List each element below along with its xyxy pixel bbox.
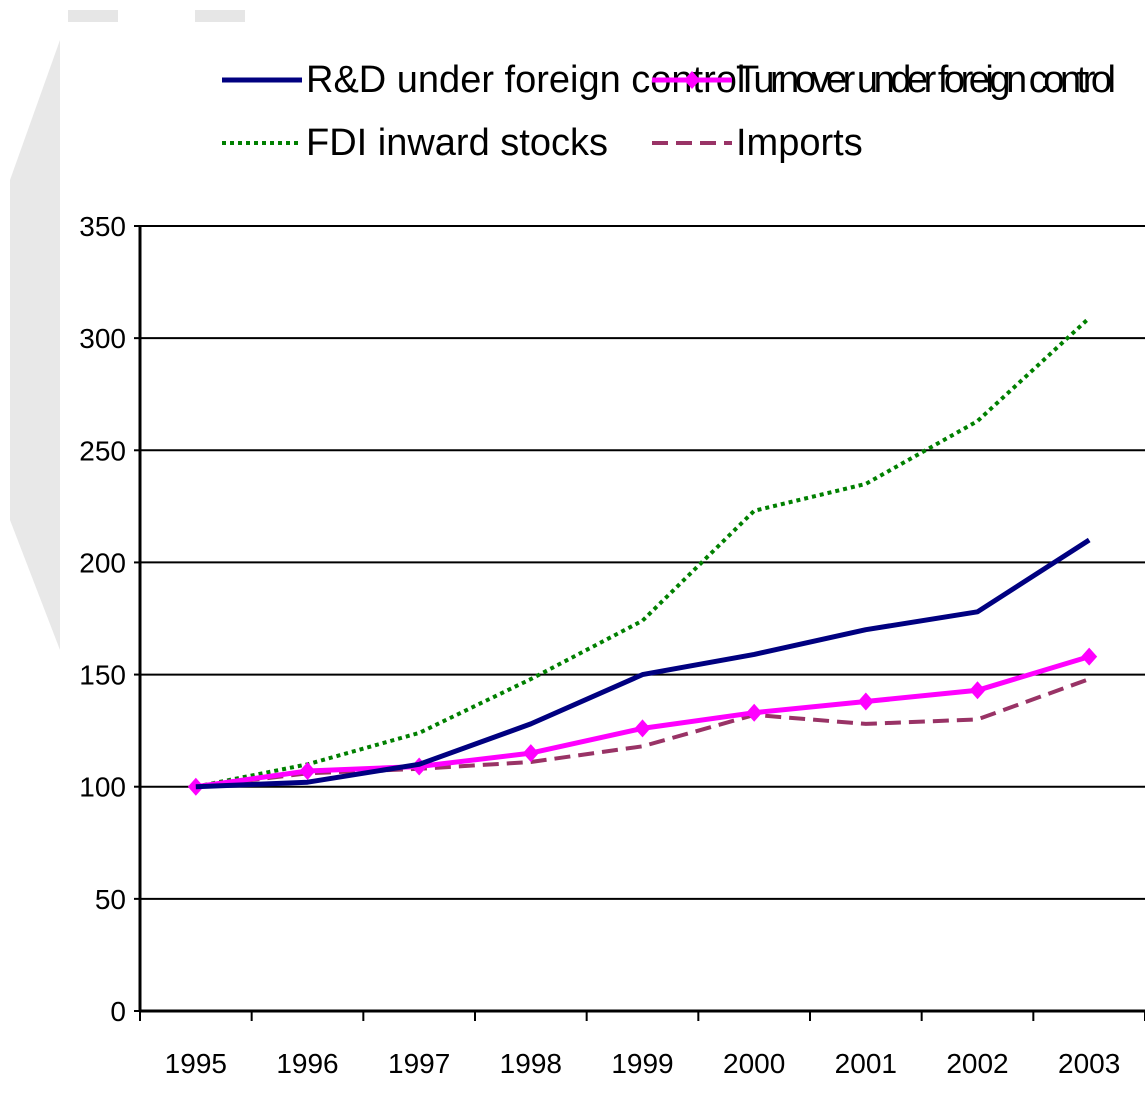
series-lines — [187, 316, 1098, 796]
series-marker — [1081, 647, 1098, 666]
series-marker — [522, 744, 539, 763]
x-tick-label: 1997 — [388, 1048, 450, 1079]
legend-item-2: FDI inward stocks — [222, 122, 608, 164]
axes — [138, 226, 1145, 1013]
series-marker — [746, 703, 763, 722]
x-tick-label: 1998 — [500, 1048, 562, 1079]
series-marker — [969, 681, 986, 700]
y-tick-label: 0 — [110, 996, 126, 1027]
legend-item-3: Imports — [652, 122, 863, 164]
legend-item-1: Turnover under foreign control — [652, 59, 1116, 101]
y-tick-label: 250 — [79, 435, 126, 466]
series-line-0 — [195, 537, 1091, 790]
series-line-2 — [195, 316, 1091, 789]
legend-marker — [684, 71, 700, 89]
y-tick-label: 300 — [79, 323, 126, 354]
x-tick-label: 1995 — [165, 1048, 227, 1079]
x-tick-label: 2000 — [723, 1048, 785, 1079]
legend-label: Imports — [736, 122, 863, 164]
y-tick-label: 50 — [95, 884, 126, 915]
series-marker — [857, 692, 874, 711]
y-tick-label: 150 — [79, 660, 126, 691]
y-tick-label: 200 — [79, 547, 126, 578]
x-tick-label: 1996 — [276, 1048, 338, 1079]
y-axis-ticks: 0 50 100 150 200 250 300 350 — [79, 211, 140, 1027]
background-decoration — [10, 10, 245, 650]
y-tick-label: 350 — [79, 211, 126, 242]
y-tick-label: 100 — [79, 772, 126, 803]
x-tick-label: 1999 — [611, 1048, 673, 1079]
x-axis-ticks: 1995 1996 1997 1998 1999 2000 2001 2002 2003 — [139, 1011, 1145, 1079]
series-marker — [634, 719, 651, 738]
x-tick-label: 2001 — [835, 1048, 897, 1079]
series-marker — [299, 762, 316, 781]
x-tick-label: 2003 — [1058, 1048, 1120, 1079]
legend-label: Turnover under foreign control — [736, 59, 1116, 101]
legend-label: FDI inward stocks — [306, 122, 608, 164]
x-tick-label: 2002 — [946, 1048, 1008, 1079]
